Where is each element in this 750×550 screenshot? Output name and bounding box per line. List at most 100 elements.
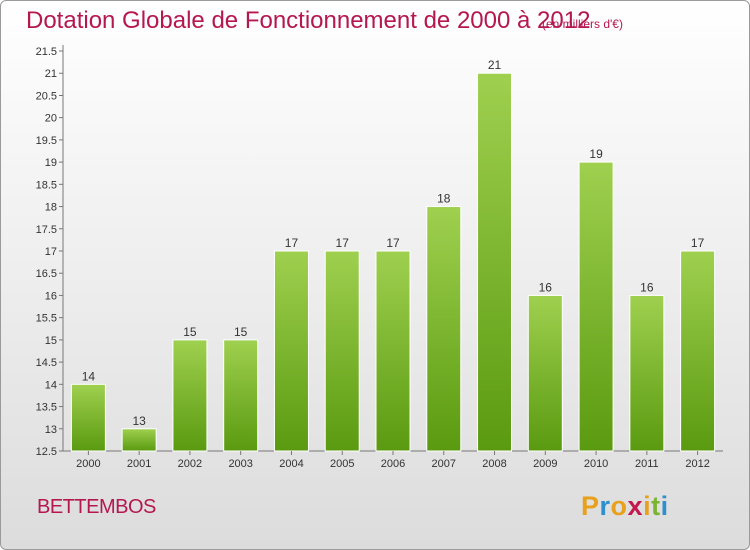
x-tick-label: 2009 <box>533 458 557 470</box>
bar-group: 13 2001 <box>121 414 157 470</box>
y-tick: 21 <box>45 68 63 80</box>
bar-value-label: 15 <box>234 325 248 339</box>
logo-letter: r <box>599 491 611 521</box>
y-tick: 20.5 <box>36 90 63 102</box>
y-tick: 16.5 <box>36 268 63 280</box>
bar-value-label: 17 <box>691 236 705 250</box>
bar-group: 17 2006 <box>375 236 411 470</box>
bar[interactable] <box>375 250 411 452</box>
y-tick-label: 21 <box>45 68 57 80</box>
logo-letter: P <box>581 491 600 521</box>
bar-group: 17 2005 <box>324 236 360 470</box>
y-tick: 16 <box>45 290 63 302</box>
bar[interactable] <box>578 161 614 452</box>
x-tick-label: 2002 <box>178 458 202 470</box>
bar-group: 15 2003 <box>223 325 259 470</box>
bars: 14 2000 13 2001 15 2002 15 2003 17 2004 17 2005 17 20… <box>70 58 716 470</box>
y-tick-label: 16.5 <box>36 268 57 280</box>
y-tick-label: 12.5 <box>36 446 57 458</box>
bar-value-label: 16 <box>539 280 553 294</box>
bar[interactable] <box>172 339 208 452</box>
y-tick-label: 20.5 <box>36 90 57 102</box>
bar[interactable] <box>223 339 259 452</box>
x-tick-label: 2003 <box>228 458 252 470</box>
y-tick-label: 19.5 <box>36 135 57 147</box>
y-tick-label: 17.5 <box>36 224 57 236</box>
y-tick-label: 21.5 <box>36 46 57 58</box>
x-tick-label: 2000 <box>76 458 100 470</box>
bar-group: 21 2008 <box>477 58 513 470</box>
bar[interactable] <box>273 250 309 452</box>
x-tick-label: 2010 <box>584 458 608 470</box>
x-tick-label: 2005 <box>330 458 354 470</box>
y-tick: 18.5 <box>36 179 63 191</box>
x-tick-label: 2007 <box>432 458 456 470</box>
y-tick: 20 <box>45 113 63 125</box>
bar-group: 17 2012 <box>680 236 716 470</box>
y-tick: 15.5 <box>36 313 63 325</box>
y-tick: 17.5 <box>36 224 63 236</box>
y-tick-label: 17 <box>45 246 57 258</box>
y-tick-label: 16 <box>45 290 57 302</box>
bar[interactable] <box>680 250 716 452</box>
bar-value-label: 21 <box>488 58 502 72</box>
bar-value-label: 17 <box>386 236 400 250</box>
bar[interactable] <box>70 383 106 452</box>
y-tick-label: 14.5 <box>36 357 57 369</box>
y-tick: 21.5 <box>36 46 63 58</box>
x-tick-label: 2004 <box>279 458 303 470</box>
bar-value-label: 13 <box>132 414 146 428</box>
logo-letter: t <box>651 491 661 521</box>
bar-value-label: 19 <box>589 147 603 161</box>
y-tick-label: 15.5 <box>36 313 57 325</box>
y-tick: 14.5 <box>36 357 63 369</box>
y-tick: 13 <box>45 424 63 436</box>
bar-group: 16 2009 <box>527 280 563 470</box>
bar[interactable] <box>527 294 563 452</box>
bar-value-label: 18 <box>437 192 451 206</box>
bar-group: 16 2011 <box>629 280 665 470</box>
x-tick-label: 2008 <box>482 458 506 470</box>
logo-letter: i <box>660 491 669 521</box>
bar-group: 17 2004 <box>273 236 309 470</box>
logo-letter: o <box>610 491 628 521</box>
proxiti-logo[interactable]: Proxiti <box>581 491 669 522</box>
y-tick: 17 <box>45 246 63 258</box>
chart-subtitle: (en milliers d'€) <box>542 17 623 31</box>
y-tick-label: 18.5 <box>36 179 57 191</box>
bar[interactable] <box>121 428 157 452</box>
x-tick-label: 2006 <box>381 458 405 470</box>
x-tick-label: 2012 <box>685 458 709 470</box>
bar[interactable] <box>477 72 513 452</box>
y-tick: 13.5 <box>36 402 63 414</box>
y-tick: 19 <box>45 157 63 169</box>
y-tick-label: 20 <box>45 113 57 125</box>
y-tick-label: 13.5 <box>36 402 57 414</box>
commune-name: BETTEMBOS <box>37 496 156 518</box>
bar-value-label: 17 <box>336 236 350 250</box>
bar[interactable] <box>324 250 360 452</box>
logo-letter: i <box>643 491 652 521</box>
bar-group: 15 2002 <box>172 325 208 470</box>
bar-value-label: 14 <box>82 369 96 383</box>
bar[interactable] <box>426 206 462 452</box>
chart-title: Dotation Globale de Fonctionnement de 20… <box>26 7 591 34</box>
logo-letter: x <box>627 491 644 521</box>
bar[interactable] <box>629 294 665 452</box>
bar-value-label: 16 <box>640 280 654 294</box>
y-tick-label: 14 <box>45 379 57 391</box>
y-tick-label: 13 <box>45 424 57 436</box>
x-tick-label: 2011 <box>635 458 659 470</box>
bar-group: 19 2010 <box>578 147 614 470</box>
y-tick: 12.5 <box>36 446 63 458</box>
y-tick: 14 <box>45 379 63 391</box>
axes: 12.5 13 13.5 14 14.5 15 15.5 16 16.5 17 17.5 18 18.5… <box>36 45 723 458</box>
y-tick: 18 <box>45 202 63 214</box>
x-tick-label: 2001 <box>127 458 151 470</box>
bar-group: 18 2007 <box>426 192 462 470</box>
y-tick: 15 <box>45 335 63 347</box>
y-tick-label: 18 <box>45 202 57 214</box>
bar-value-label: 17 <box>285 236 299 250</box>
